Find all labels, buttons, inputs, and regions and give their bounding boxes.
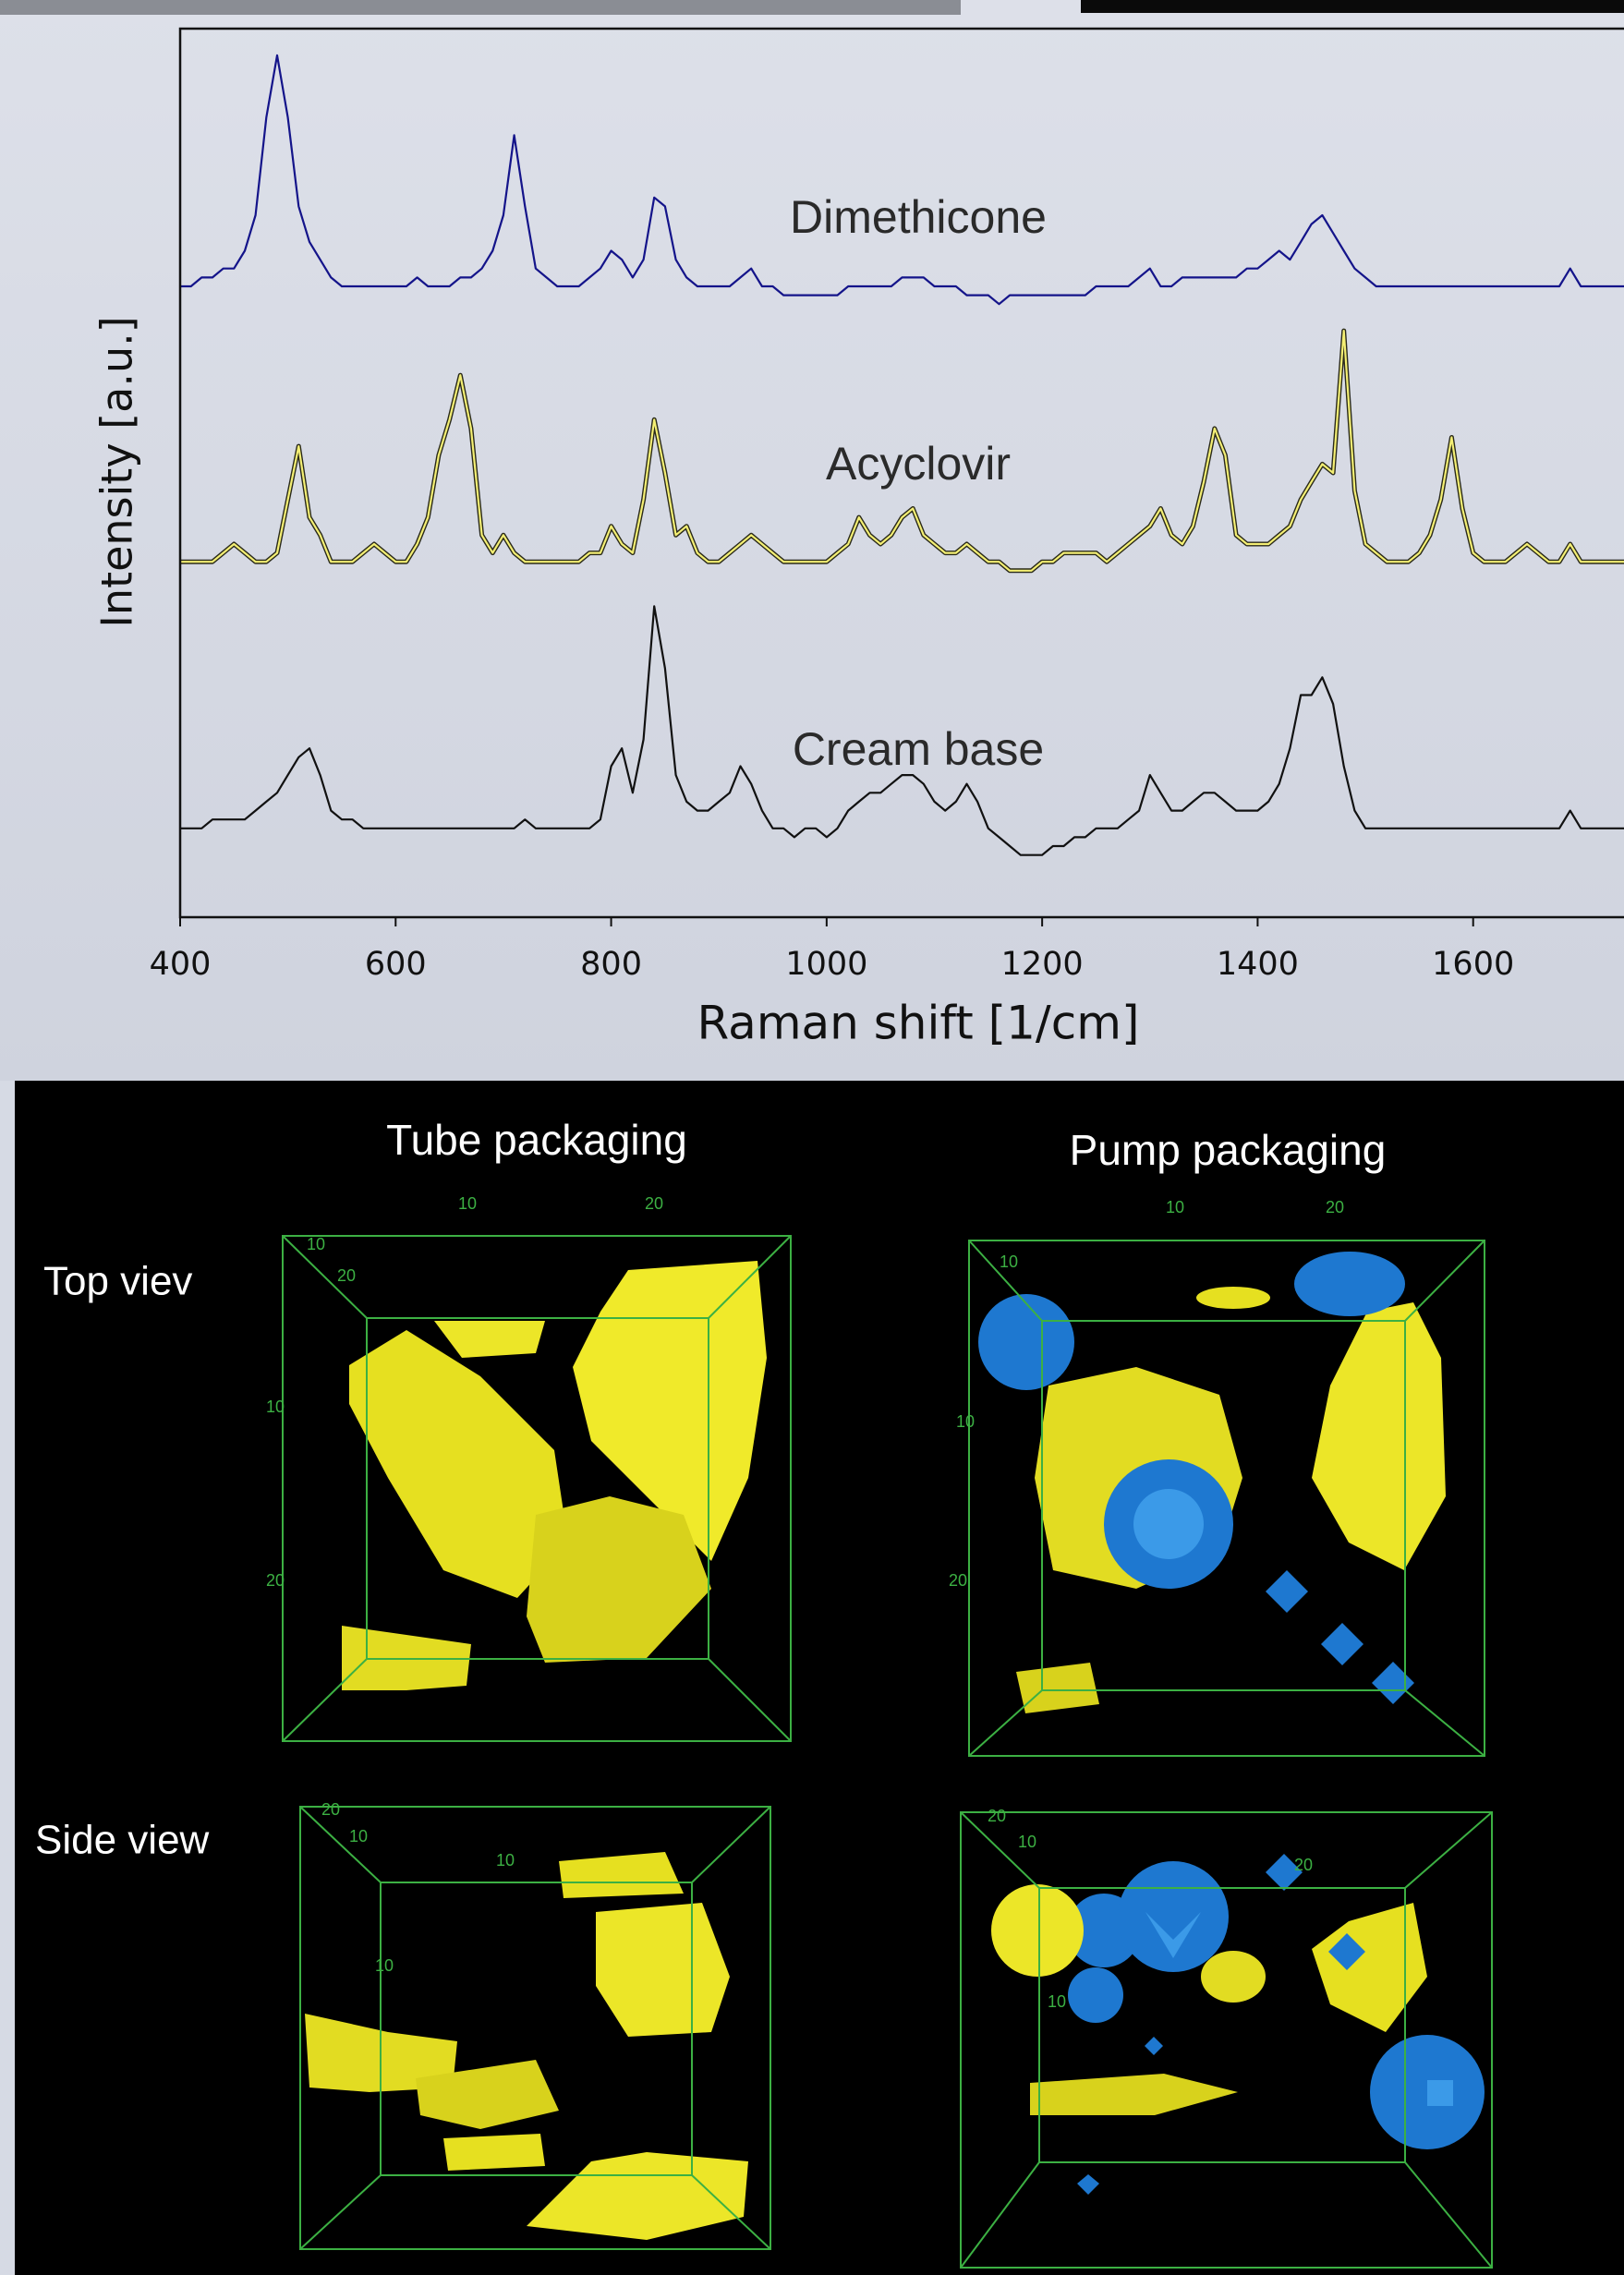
photo-strip <box>0 0 961 15</box>
box-axis-label: 10 <box>956 1412 975 1431</box>
column-title: Pump packaging <box>1070 1126 1387 1174</box>
x-tick-label: 600 <box>365 946 427 983</box>
box-axis-label: 10 <box>1018 1833 1036 1851</box>
box-axis-label: 10 <box>266 1398 285 1416</box>
box-axis-label: 10 <box>349 1827 368 1845</box>
blue-domain <box>1427 2080 1453 2106</box>
yellow-domain <box>443 2134 545 2171</box>
blue-domain <box>978 1294 1074 1390</box>
page: {"chart_data": {"type": "line", "xlabel"… <box>0 0 1624 2275</box>
box-axis-label: 20 <box>988 1807 1006 1825</box>
box-axis-label: 20 <box>949 1571 967 1590</box>
x-tick-label: 400 <box>150 946 212 983</box>
box-axis-label: 10 <box>1048 1992 1066 2011</box>
series-label: Dimethicone <box>790 191 1047 243</box>
yellow-domain <box>1196 1287 1270 1309</box>
box-axis-label: 20 <box>321 1800 340 1819</box>
box-axis-label: 10 <box>1000 1252 1018 1271</box>
blue-domain <box>1133 1489 1204 1559</box>
series-label: Acyclovir <box>826 438 1011 490</box>
box-axis-label: 20 <box>266 1571 285 1590</box>
y-axis-title: Intensity [a.u.] <box>92 316 142 627</box>
box-axis-label: 10 <box>496 1851 515 1870</box>
box-axis-label: 10 <box>307 1235 325 1253</box>
box-axis-label: 10 <box>1166 1198 1184 1216</box>
x-tick-label: 1600 <box>1432 946 1514 983</box>
column-title: Tube packaging <box>386 1116 687 1164</box>
box-axis-label: 10 <box>375 1956 394 1975</box>
series-label: Cream base <box>793 723 1044 775</box>
row-label: Top viev <box>43 1259 192 1304</box>
figure: 400 600 800 1000 1200 1400 1600 Dimethicone Acyc… <box>0 0 1624 2275</box>
x-tick-label: 1200 <box>1001 946 1084 983</box>
yellow-domain <box>1201 1951 1266 2003</box>
blue-domain <box>1294 1252 1405 1316</box>
box-axis-label: 20 <box>645 1194 663 1213</box>
box-axis-label: 20 <box>1294 1856 1313 1874</box>
blue-domain <box>1068 1967 1123 2023</box>
box-axis-label: 10 <box>458 1194 477 1213</box>
box-axis-label: 20 <box>1326 1198 1344 1216</box>
x-axis-title: Raman shift [1/cm] <box>697 997 1140 1050</box>
chart-background <box>0 0 1624 1081</box>
box-axis-label: 20 <box>337 1266 356 1285</box>
x-tick-label: 1400 <box>1217 946 1299 983</box>
row-label: Side view <box>35 1818 210 1863</box>
x-tick-label: 800 <box>580 946 642 983</box>
photo-strip-dark <box>1081 0 1624 13</box>
yellow-domain <box>991 1884 1084 1977</box>
x-tick-label: 1000 <box>785 946 867 983</box>
